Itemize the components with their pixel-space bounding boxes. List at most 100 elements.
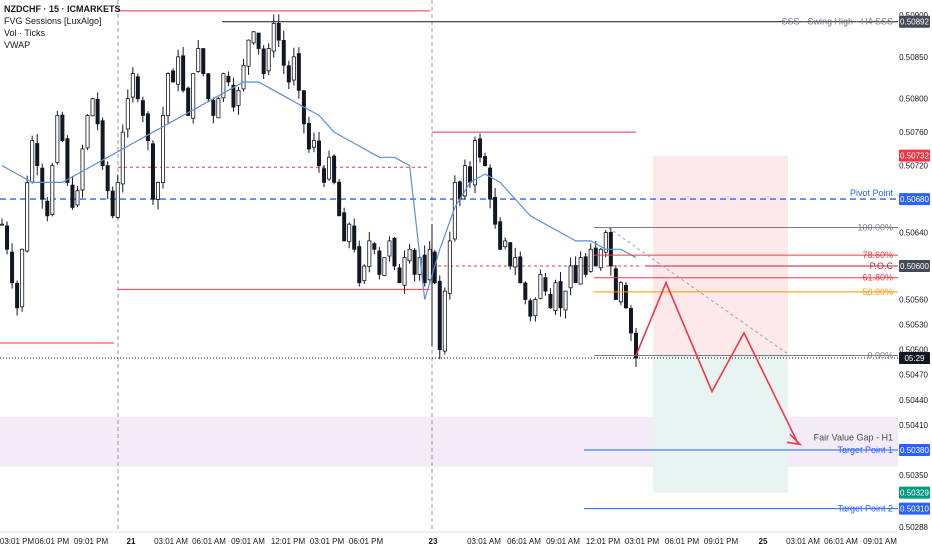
- target-1-price-tag: 0.50380: [900, 446, 929, 455]
- vwap-line: [1, 81, 637, 300]
- candle-body: [261, 48, 266, 75]
- candle-body: [563, 290, 568, 311]
- target-1-price-tag-bg: [899, 444, 930, 457]
- candle-body: [523, 282, 528, 300]
- candle-body: [70, 184, 75, 208]
- candle-body: [100, 120, 105, 167]
- time-axis: 03:01 PM 06:01 PM 09:01 PM 21 03:01 AM 06:01 …: [0, 531, 932, 550]
- candle-body: [176, 56, 181, 85]
- candle-body: [377, 250, 382, 275]
- candle-body: [397, 267, 402, 284]
- candle-body: [216, 98, 221, 119]
- candle-body: [367, 240, 372, 267]
- candle-body: [322, 168, 327, 183]
- price-tick: 0.50350: [899, 471, 928, 480]
- candle-body: [90, 98, 95, 117]
- candle-body: [603, 232, 608, 253]
- indicator-volume[interactable]: Vol · Ticks: [4, 28, 46, 38]
- candle-body: [15, 282, 20, 309]
- candle-body: [10, 251, 15, 284]
- candle-body: [95, 98, 100, 125]
- candle-body: [583, 256, 588, 275]
- candle-body: [407, 248, 412, 262]
- chart-level-lines: [0, 10, 898, 510]
- candle-body: [271, 23, 276, 52]
- candle-body: [327, 156, 332, 180]
- candle-body: [478, 138, 483, 158]
- candle-body: [181, 55, 186, 91]
- candle-body: [30, 140, 35, 183]
- time-tick: 12:01 PM: [586, 537, 621, 546]
- swing-high-price-tag-bg: [899, 15, 930, 28]
- poc-label: P.O.C: [870, 261, 894, 271]
- projection-line: [635, 280, 799, 444]
- candle-body: [20, 248, 25, 308]
- candle-body: [483, 156, 488, 167]
- candle-body: [40, 167, 45, 200]
- candle-body: [110, 190, 115, 217]
- price-tick: 0.50440: [899, 396, 928, 405]
- candle-body: [472, 140, 477, 186]
- candle-body: [206, 73, 211, 100]
- candle-body: [286, 65, 291, 83]
- candle-body: [412, 249, 417, 275]
- candle-body: [266, 48, 271, 72]
- candle-body: [75, 190, 80, 206]
- fib-retracement: 100.00% 78.60% 61.80% 50.00% 0.00%: [594, 223, 898, 361]
- candle-body: [362, 265, 367, 281]
- candle-body: [422, 254, 427, 284]
- fib-trend-line: [607, 227, 791, 356]
- pivot-price-tag: 0.50680: [900, 195, 929, 204]
- candle-body: [598, 248, 603, 269]
- time-tick: 09:01 PM: [704, 537, 739, 546]
- fib-label: 78.60%: [862, 250, 893, 260]
- price-tick: 0.50640: [899, 229, 928, 238]
- candle-body: [427, 248, 432, 281]
- candle-body: [25, 181, 30, 252]
- time-tick: 06:01 PM: [349, 537, 384, 546]
- candle-body: [352, 225, 357, 250]
- fvg-label: Fair Value Gap - H1: [814, 432, 893, 442]
- candle-body: [306, 123, 311, 150]
- indicator-fvg[interactable]: FVG Sessions [LuxAlgo]: [4, 16, 102, 26]
- indicator-vwap[interactable]: VWAP: [4, 40, 31, 50]
- price-tick: 0.50530: [899, 321, 928, 330]
- fib-label: 100.00%: [857, 223, 893, 233]
- price-tick: 0.50560: [899, 295, 928, 304]
- candle-body: [276, 23, 281, 41]
- time-tick: 21: [127, 537, 136, 546]
- candle-body: [342, 212, 347, 242]
- candle-body: [50, 165, 55, 216]
- price-tick: 0.50410: [899, 421, 928, 430]
- candle-body: [135, 76, 140, 100]
- fib-label: 0.00%: [867, 351, 893, 361]
- profit-price-tag-bg: [899, 486, 930, 499]
- candle-body: [125, 98, 130, 130]
- chart-legend: NZDCHF · 15 · ICMARKETS FVG Sessions [Lu…: [4, 3, 121, 51]
- candle-body: [155, 181, 160, 200]
- candle-body: [80, 148, 85, 191]
- time-tick: 06:01 PM: [665, 537, 700, 546]
- candle-body: [503, 240, 508, 248]
- candle-body: [311, 140, 316, 148]
- candle-body: [115, 181, 120, 218]
- symbol-title[interactable]: NZDCHF · 15 · ICMARKETS: [4, 4, 121, 14]
- projection-path: [635, 280, 803, 446]
- price-axis-bg: [898, 0, 932, 550]
- projection-arrowhead: [786, 433, 803, 446]
- pivot-price-tag-bg: [899, 193, 930, 206]
- swing-high-label: SSS - Swing High - H4 SSS: [781, 17, 893, 27]
- candle-body: [140, 100, 145, 116]
- poc-price-tag-bg: [899, 260, 930, 272]
- candle-body: [573, 265, 578, 284]
- chart-zones: [0, 155, 898, 493]
- candle-body: [211, 100, 216, 116]
- time-axis-bg: [0, 532, 932, 550]
- candle-body: [558, 281, 563, 309]
- price-tick: 0.50470: [899, 371, 928, 380]
- candle-body: [628, 308, 633, 334]
- candle-body: [55, 115, 60, 163]
- candle-body: [256, 32, 261, 49]
- candle-body: [462, 165, 467, 197]
